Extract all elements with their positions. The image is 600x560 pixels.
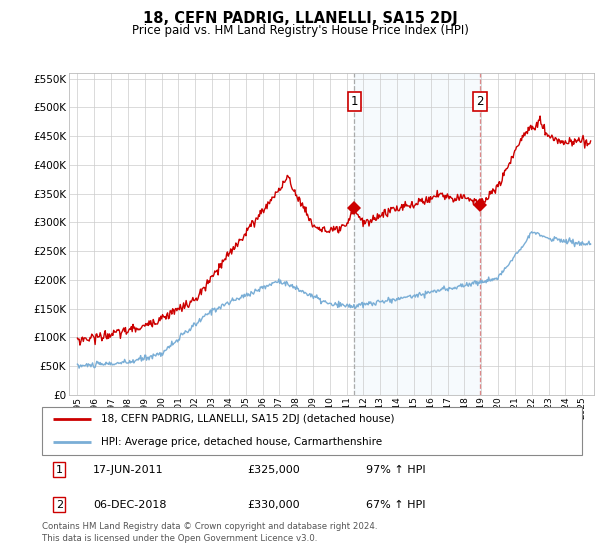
Bar	[355, 73, 480, 395]
Text: 18, CEFN PADRIG, LLANELLI, SA15 2DJ (detached house): 18, CEFN PADRIG, LLANELLI, SA15 2DJ (det…	[101, 413, 395, 423]
Text: 2: 2	[56, 500, 63, 510]
Text: 1: 1	[56, 465, 63, 475]
Text: 97% ↑ HPI: 97% ↑ HPI	[366, 465, 425, 475]
FancyBboxPatch shape	[42, 407, 582, 455]
Text: 2: 2	[476, 95, 484, 108]
Text: 1: 1	[350, 95, 358, 108]
Text: 67% ↑ HPI: 67% ↑ HPI	[366, 500, 425, 510]
Text: £330,000: £330,000	[247, 500, 300, 510]
Text: £325,000: £325,000	[247, 465, 300, 475]
Text: HPI: Average price, detached house, Carmarthenshire: HPI: Average price, detached house, Carm…	[101, 437, 383, 447]
Text: 18, CEFN PADRIG, LLANELLI, SA15 2DJ: 18, CEFN PADRIG, LLANELLI, SA15 2DJ	[143, 11, 457, 26]
Text: Price paid vs. HM Land Registry's House Price Index (HPI): Price paid vs. HM Land Registry's House …	[131, 24, 469, 37]
Text: Contains HM Land Registry data © Crown copyright and database right 2024.
This d: Contains HM Land Registry data © Crown c…	[42, 522, 377, 543]
Text: 06-DEC-2018: 06-DEC-2018	[94, 500, 167, 510]
Text: 17-JUN-2011: 17-JUN-2011	[94, 465, 164, 475]
